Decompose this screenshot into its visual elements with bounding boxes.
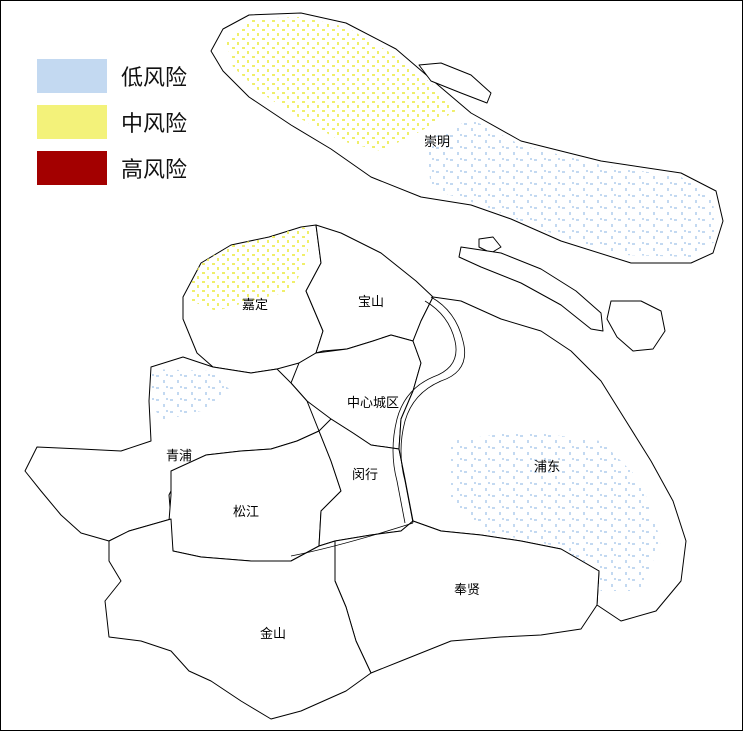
label-central: 中心城区	[347, 396, 399, 411]
label-pudong: 浦东	[534, 460, 560, 475]
label-minhang: 闵行	[352, 468, 378, 483]
legend-swatch-high	[37, 151, 107, 185]
district-jinshan	[104, 518, 372, 720]
qingpu-blue-zone	[151, 369, 231, 421]
label-fengxian: 奉贤	[454, 583, 480, 598]
label-jiading: 嘉定	[242, 298, 268, 313]
label-chongming: 崇明	[424, 135, 450, 150]
legend: 低风险 中风险 高风险	[37, 53, 187, 191]
chongming-yellow-zone	[226, 17, 456, 151]
label-baoshan: 宝山	[358, 295, 384, 310]
legend-swatch-medium	[37, 105, 107, 139]
huangpu-river-bank	[392, 300, 457, 524]
legend-row-high: 高风险	[37, 145, 187, 191]
island-small-2	[478, 236, 502, 254]
island-hengsha	[606, 300, 666, 352]
suzhou-canal	[290, 522, 414, 557]
legend-swatch-low	[37, 59, 107, 93]
legend-row-medium: 中风险	[37, 99, 187, 145]
label-qingpu: 青浦	[166, 449, 192, 464]
label-songjiang: 松江	[233, 505, 259, 520]
chongming-blue-zone	[426, 119, 716, 257]
huangpu-river	[400, 296, 466, 524]
island-small-1	[418, 62, 492, 104]
pudong-blue-zone	[451, 431, 661, 591]
legend-label-high: 高风险	[121, 158, 188, 183]
legend-label-low: 低风险	[121, 66, 188, 91]
jiading-yellow-zone	[191, 227, 311, 311]
label-jinshan: 金山	[260, 626, 286, 642]
legend-row-low: 低风险	[37, 53, 187, 99]
district-qingpu	[24, 356, 320, 542]
island-changxing	[458, 246, 604, 332]
legend-label-medium: 中风险	[121, 112, 188, 137]
district-baoshan	[305, 224, 434, 354]
